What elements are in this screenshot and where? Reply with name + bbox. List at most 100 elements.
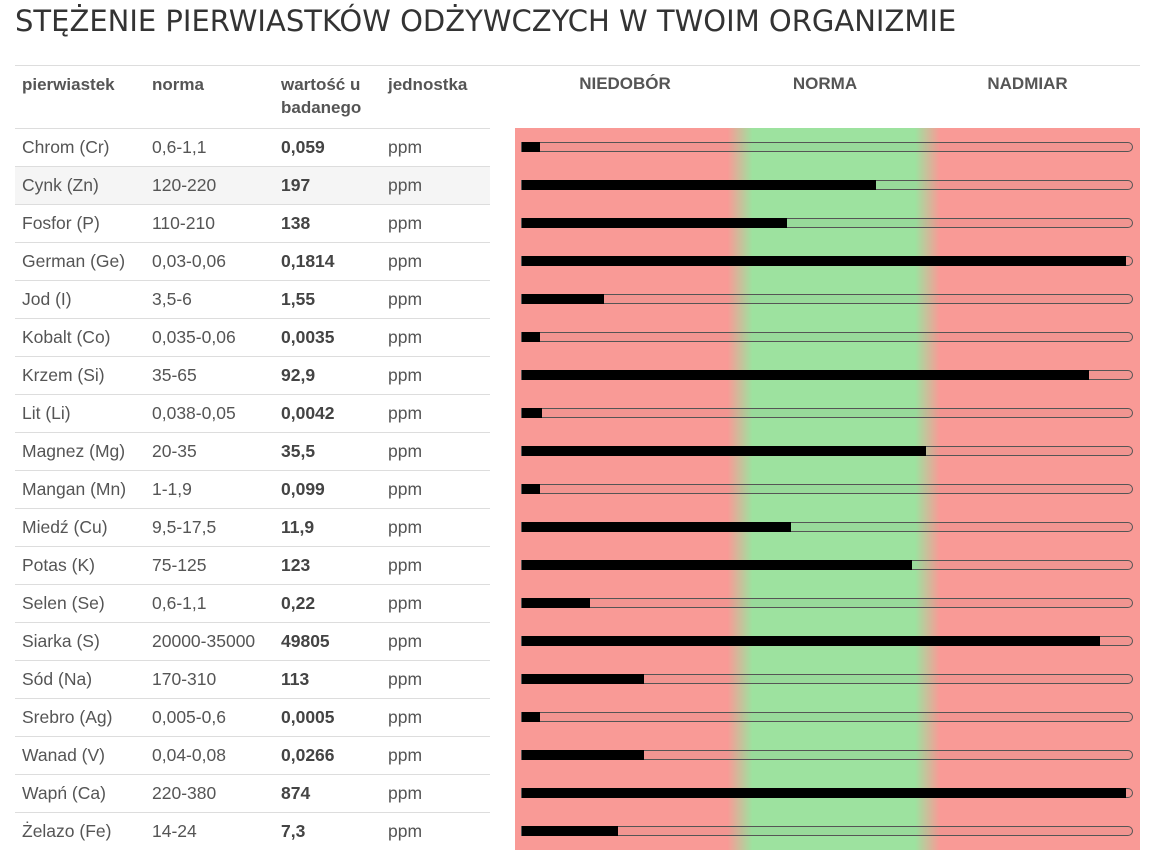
header-unit: jednostka [388,75,468,94]
measured-value: 0,059 [281,137,325,157]
element-name: Kobalt (Co) [22,327,111,347]
level-bar-fill [522,560,912,570]
level-bar [521,560,1133,570]
norm-range: 170-310 [152,669,217,689]
measured-value: 7,3 [281,821,306,841]
element-name: Lit (Li) [22,403,71,423]
element-name: Selen (Se) [22,593,105,613]
level-bar-fill [522,256,1126,266]
unit-label: ppm [388,593,423,613]
unit-label: ppm [388,783,423,803]
level-bar [521,256,1133,266]
norm-range: 1-1,9 [152,479,192,499]
level-bar [521,788,1133,798]
measured-value: 0,0005 [281,707,335,727]
level-bar-fill [522,294,605,304]
norm-range: 110-210 [152,213,215,233]
level-bar [521,522,1133,532]
header-deficit: NIEDOBÓR [579,74,671,93]
element-name: Fosfor (P) [22,213,100,233]
measured-value: 113 [281,669,310,689]
element-name: Mangan (Mn) [22,479,127,499]
element-name: Żelazo (Fe) [22,821,112,841]
level-bar [521,294,1133,304]
table-row: Srebro (Ag) 0,005-0,6 0,0005 ppm [15,698,490,736]
unit-label: ppm [388,479,423,499]
element-name: Miedź (Cu) [22,517,108,537]
level-bar [521,712,1133,722]
level-bar [521,332,1133,342]
measured-value: 874 [281,783,311,803]
unit-label: ppm [388,403,423,423]
table-row: German (Ge) 0,03-0,06 0,1814 ppm [15,242,490,280]
norm-range: 0,038-0,05 [152,403,236,423]
table-row: Magnez (Mg) 20-35 35,5 ppm [15,432,490,470]
element-name: Siarka (S) [22,631,100,651]
unit-label: ppm [388,251,423,271]
level-bar-fill [522,446,926,456]
level-bar-fill [522,180,876,190]
table-row: Selen (Se) 0,6-1,1 0,22 ppm [15,584,490,622]
norm-range: 9,5-17,5 [152,517,217,537]
element-name: Magnez (Mg) [22,441,126,461]
measured-value: 92,9 [281,365,316,385]
table-row: Krzem (Si) 35-65 92,9 ppm [15,356,490,394]
level-bar [521,598,1133,608]
level-bar-fill [522,598,591,608]
level-bar [521,142,1133,152]
measured-value: 0,22 [281,593,316,613]
header-value-line2: badanego [281,98,362,117]
norm-range: 220-380 [152,783,217,803]
element-name: Srebro (Ag) [22,707,113,727]
table-row: Kobalt (Co) 0,035-0,06 0,0035 ppm [15,318,490,356]
level-bar-fill [522,636,1100,646]
level-bar [521,750,1133,760]
level-bar [521,218,1133,228]
measured-value: 0,0266 [281,745,335,765]
element-name: Sód (Na) [22,669,93,689]
norm-range: 0,03-0,06 [152,251,226,271]
element-name: Potas (K) [22,555,95,575]
level-bar-fill [522,826,619,836]
level-bar [521,446,1133,456]
table-row: Mangan (Mn) 1-1,9 0,099 ppm [15,470,490,508]
norm-range: 35-65 [152,365,197,385]
level-bars-panel [515,128,1140,850]
measured-value: 123 [281,555,311,575]
level-bar-fill [522,712,541,722]
norm-range: 20000-35000 [152,631,256,651]
norm-range: 0,005-0,6 [152,707,226,727]
unit-label: ppm [388,137,423,157]
measured-value: 0,1814 [281,251,335,271]
level-bar [521,180,1133,190]
level-bar-fill [522,788,1126,798]
unit-label: ppm [388,365,423,385]
level-bar [521,370,1133,380]
unit-label: ppm [388,669,423,689]
page-title: STĘŻENIE PIERWIASTKÓW ODŻYWCZYCH W TWOIM… [15,4,957,38]
level-bar [521,484,1133,494]
unit-label: ppm [388,745,423,765]
table-row: Miedź (Cu) 9,5-17,5 11,9 ppm [15,508,490,546]
unit-label: ppm [388,631,423,651]
element-name: Chrom (Cr) [22,137,110,157]
element-name: Jod (I) [22,289,72,309]
elements-table: Chrom (Cr) 0,6-1,1 0,059 ppm Cynk (Zn) 120-22… [15,128,490,850]
table-row: Cynk (Zn) 120-220 197 ppm [15,166,490,204]
measured-value: 0,099 [281,479,325,499]
unit-label: ppm [388,555,423,575]
measured-value: 11,9 [281,517,315,537]
header-normal: NORMA [792,74,858,93]
norm-range: 0,04-0,08 [152,745,226,765]
level-bar [521,636,1133,646]
table-row: Żelazo (Fe) 14-24 7,3 ppm [15,812,490,850]
level-bar-fill [522,218,788,228]
table-row: Jod (I) 3,5-6 1,55 ppm [15,280,490,318]
header-divider [15,65,1140,66]
table-row: Fosfor (P) 110-210 138 ppm [15,204,490,242]
level-bar-fill [522,142,541,152]
level-bar-fill [522,750,644,760]
level-bar-fill [522,408,543,418]
unit-label: ppm [388,175,423,195]
measured-value: 0,0035 [281,327,335,347]
